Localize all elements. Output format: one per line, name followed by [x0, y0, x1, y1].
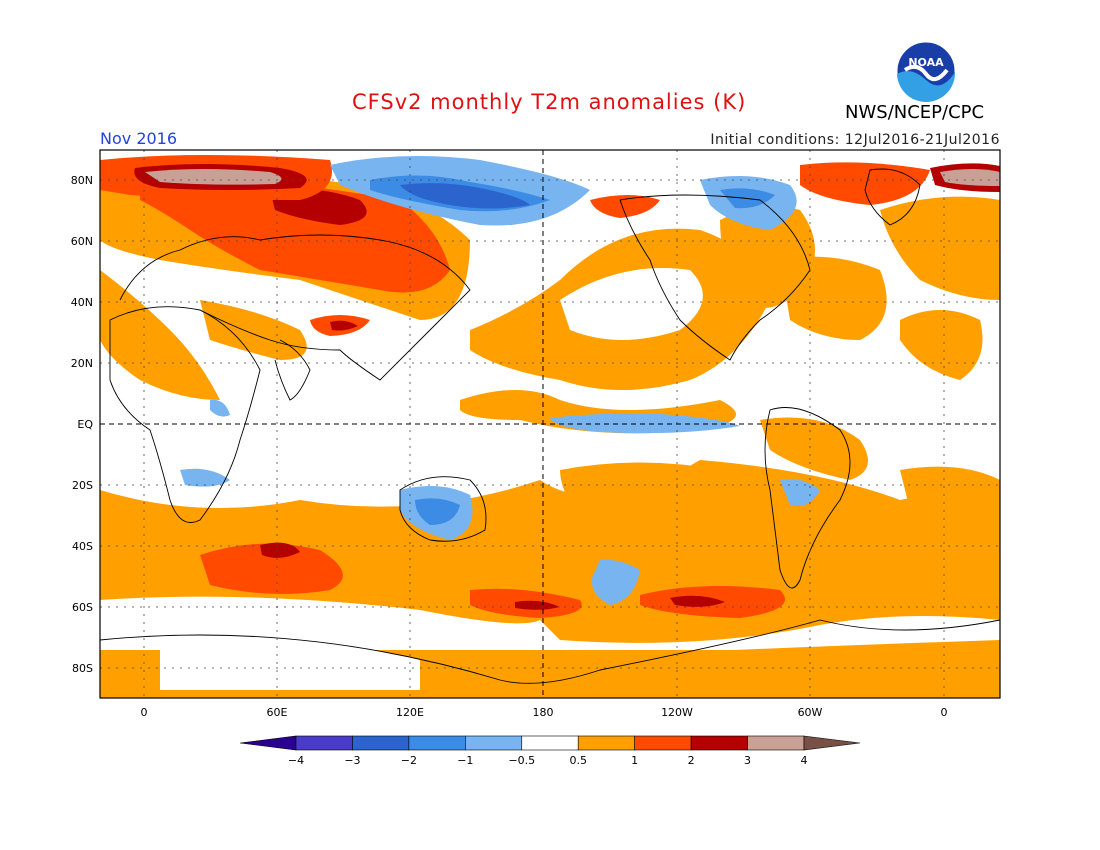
lat-label-20s: 20S [72, 479, 93, 492]
map-frame [99, 149, 1001, 699]
lat-label-80n: 80N [71, 174, 93, 187]
lon-label-180: 180 [533, 706, 554, 719]
reference-lines [100, 150, 1000, 698]
lat-label-40s: 40S [72, 540, 93, 553]
lat-label-80s: 80S [72, 662, 93, 675]
lon-label-60e: 60E [267, 706, 288, 719]
lat-label-60s: 60S [72, 601, 93, 614]
agency-label: NWS/NCEP/CPC [845, 102, 985, 123]
lat-label-20n: 20N [71, 357, 93, 370]
noaa-logo-text: NOAA [908, 56, 944, 69]
noaa-logo: NOAA [896, 41, 956, 102]
anomaly-fields [100, 155, 1000, 698]
lon-label-120e: 120E [396, 706, 424, 719]
lat-label-eq: EQ [77, 418, 93, 431]
lon-label-60w: 60W [798, 706, 823, 719]
coastlines [100, 168, 1000, 684]
lon-label-0-right: 0 [941, 706, 948, 719]
lon-label-0: 0 [141, 706, 148, 719]
lon-label-120w: 120W [661, 706, 693, 719]
latitude-labels: 80N 60N 40N 20N EQ 20S 40S 60S 80S [71, 174, 94, 675]
lat-label-60n: 60N [71, 235, 93, 248]
map-title: CFSv2 monthly T2m anomalies (K) [352, 90, 747, 114]
initial-conditions: Initial conditions: 12Jul2016-21Jul2016 [710, 132, 1000, 148]
longitude-labels: 0 60E 120E 180 120W 60W 0 [141, 706, 948, 719]
forecast-month: Nov 2016 [100, 129, 178, 148]
lat-label-40n: 40N [71, 296, 93, 309]
